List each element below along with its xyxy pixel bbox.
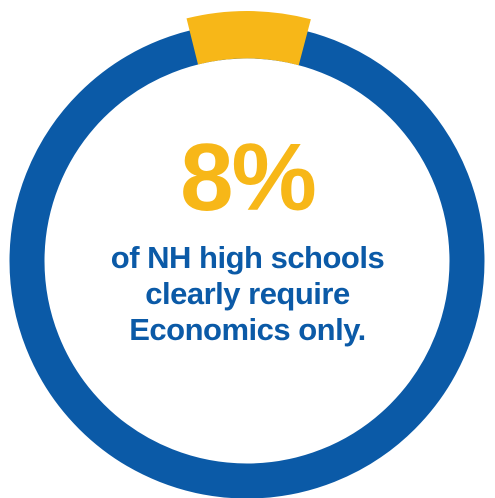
caption-line-3: Economics only. xyxy=(129,312,366,347)
caption-line-1: of NH high schools xyxy=(110,240,385,275)
ring-slice-highlight xyxy=(186,10,311,66)
caption-line-2: clearly require xyxy=(145,276,350,311)
chart-caption: of NH high schools clearly require Econo… xyxy=(0,240,495,348)
percentage-value: 8% xyxy=(180,124,317,231)
